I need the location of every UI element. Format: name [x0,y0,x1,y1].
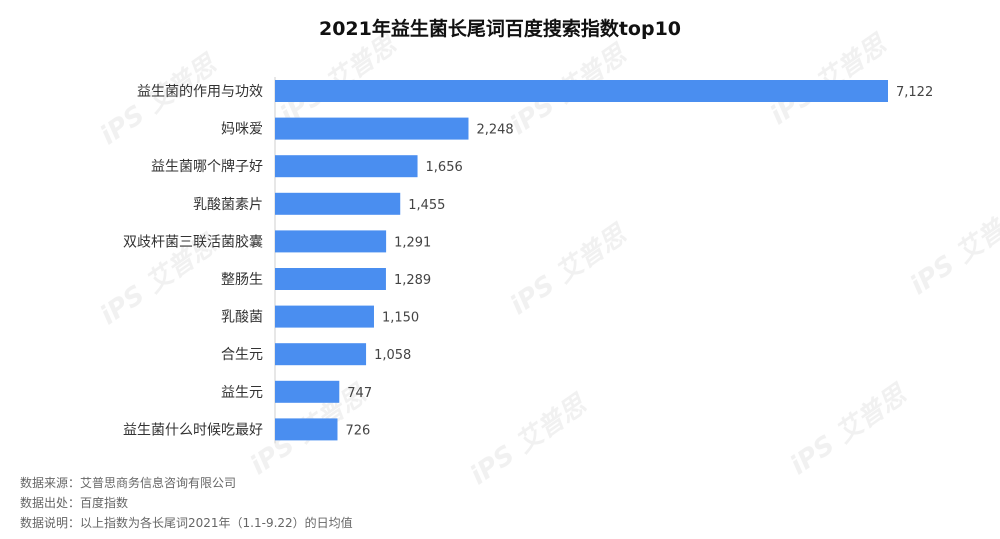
value-label: 726 [345,423,370,438]
value-label: 1,656 [426,160,463,175]
bar [275,117,469,140]
bar [275,418,338,441]
bar [275,380,340,403]
value-label: 1,289 [394,273,431,288]
value-label: 2,248 [476,123,513,138]
value-label: 747 [347,386,372,401]
category-label: 妈咪爱 [221,122,263,138]
category-label: 益生菌什么时候吃最好 [123,422,263,438]
category-label: 益生菌的作用与功效 [137,84,263,100]
bar [275,343,367,366]
value-label: 7,122 [896,85,933,100]
bar [275,192,401,215]
category-label: 乳酸菌素片 [193,197,263,213]
value-label: 1,455 [408,198,445,213]
bar [275,80,888,102]
category-label: 乳酸菌 [221,310,263,326]
bar [275,268,386,290]
category-label: 双歧杆菌三联活菌胶囊 [123,233,263,250]
value-label: 1,150 [382,311,419,326]
footnote-origin: 数据出处：百度指数 [20,496,129,510]
bar [275,230,387,253]
category-label: 益生元 [221,385,263,401]
category-label: 整肠生 [221,272,263,288]
bar [275,155,418,178]
category-label: 合生元 [221,347,263,363]
chart-title: 2021年益生菌长尾词百度搜索指数top10 [318,18,682,40]
value-label: 1,291 [394,235,431,250]
category-label: 益生菌哪个牌子好 [151,158,263,175]
bar [275,305,374,328]
footnote-source: 数据来源：艾普思商务信息咨询有限公司 [20,476,237,490]
value-label: 1,058 [374,348,411,363]
footnote-remark: 数据说明：以上指数为各长尾词2021年（1.1-9.22）的日均值 [20,516,353,530]
